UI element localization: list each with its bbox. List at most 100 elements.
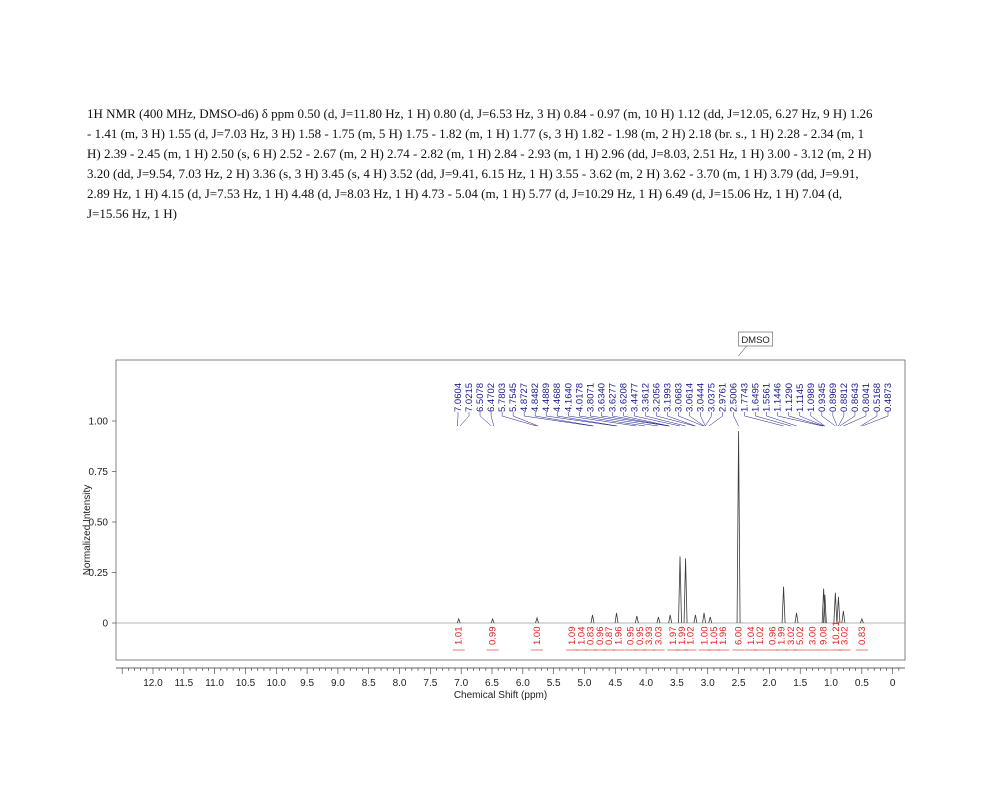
- axes: 12.0 11.5 11.0 10.5 10.0 9.5 9.0 8.5 8.0 7.5 7.0 6.…: [82, 359, 906, 701]
- peak-label: 4.0178: [574, 383, 585, 412]
- x-tick-label: 8.5: [362, 678, 376, 689]
- integration-label: 10.21: [831, 621, 842, 645]
- peak-label-leader: [700, 412, 706, 427]
- peak-label-leader: [862, 412, 889, 427]
- peak-label: 4.8727: [519, 383, 530, 412]
- integration-label: 1.00: [532, 627, 543, 646]
- peak-label-leader: [568, 412, 637, 427]
- y-tick-label: 0.50: [89, 518, 109, 529]
- integration-label: 0.96: [595, 627, 606, 646]
- integrations: 1.01 0.99 1.00 1.091.040.830.960.871.96 0.95…: [452, 621, 868, 651]
- x-tick-label: 1.0: [824, 678, 838, 689]
- peak-label: 3.4477: [629, 383, 640, 412]
- integration-label: 3.93: [644, 627, 655, 646]
- annotations: DMSO: [738, 331, 773, 357]
- integration-label: 3.03: [653, 627, 664, 646]
- peak-label: 3.0683: [674, 383, 685, 412]
- spectrum-peak: [794, 612, 799, 624]
- peak-label: 4.1640: [563, 383, 574, 412]
- peak-label: 1.1145: [795, 384, 806, 412]
- peak-label: 6.5078: [475, 383, 486, 412]
- peak-label: 3.6277: [607, 383, 618, 412]
- peak-label: 5.7545: [508, 383, 519, 412]
- peak-label: 2.5006: [729, 383, 740, 412]
- spectrum-peak: [833, 592, 838, 624]
- peak-label-leader: [799, 412, 825, 427]
- peak-label-leader: [744, 412, 784, 427]
- peak-label: 0.8812: [839, 383, 850, 412]
- peak-label: 0.8643: [850, 383, 861, 412]
- integration-label: 0.95: [635, 627, 646, 646]
- x-tick-label: 5.5: [547, 678, 561, 689]
- dmso-label: DMSO: [741, 335, 770, 346]
- peak-label-leader: [821, 412, 836, 427]
- x-tick-label: 10.0: [267, 678, 287, 689]
- spectrum-peak: [736, 431, 741, 624]
- integration-label: 5.02: [795, 627, 806, 646]
- integration-label: 0.96: [767, 627, 778, 646]
- x-tick-label: 5.0: [578, 678, 592, 689]
- peak-label-leader: [777, 412, 823, 427]
- peak-label-leader: [579, 412, 645, 427]
- peak-label: 3.0444: [696, 383, 707, 412]
- peak-label: 3.0614: [685, 383, 696, 412]
- peak-label-leader: [623, 412, 670, 427]
- peak-label: 4.4889: [541, 383, 552, 412]
- peak-label: 1.0989: [806, 383, 817, 412]
- spectrum-peak: [683, 558, 688, 624]
- peak-label-leader: [733, 412, 739, 427]
- integration-label: 3.00: [808, 627, 819, 646]
- spectrum-peak: [456, 617, 461, 624]
- peak-label-leader: [459, 412, 470, 427]
- integration-label: 1.05: [709, 627, 720, 646]
- peak-label-leader: [810, 412, 826, 427]
- peak-label: 0.8041: [861, 383, 872, 412]
- x-tick-label: 11.5: [174, 678, 193, 689]
- peak-label: 3.8071: [585, 383, 596, 412]
- y-tick-label: 0: [102, 619, 108, 630]
- integration-label: 1.04: [576, 627, 587, 646]
- integration-label: 3.02: [840, 627, 851, 646]
- peak-label: 1.6495: [751, 383, 762, 412]
- integration-label: 6.00: [734, 627, 745, 646]
- spectrum-peak: [836, 596, 841, 624]
- spectrum-peak: [702, 612, 706, 624]
- peak-label: 3.1993: [662, 383, 673, 412]
- peak-label: 1.5561: [762, 383, 773, 412]
- peak-label-leader: [556, 412, 618, 427]
- peak-label-leader: [501, 412, 537, 427]
- nmr-header-text: 1H NMR (400 MHz, DMSO-d6) δ ppm 0.50 (d,…: [87, 106, 873, 221]
- integration-label: 1.99: [677, 627, 688, 646]
- peak-label-leader: [612, 412, 669, 427]
- integration-label: 0.99: [488, 627, 499, 646]
- peak-label-leader: [645, 412, 686, 427]
- x-tick-label: 7.5: [423, 678, 437, 689]
- x-tick-label: 0: [890, 678, 896, 689]
- spectrum-peak: [859, 617, 864, 624]
- integration-label: 0.87: [604, 627, 615, 646]
- spectrum-peak: [656, 616, 661, 624]
- dmso-box: [738, 331, 773, 347]
- x-tick-label: 6.5: [485, 678, 499, 689]
- integration-label: 1.02: [685, 627, 696, 646]
- integration-label: 1.04: [746, 627, 757, 646]
- peak-label-leader: [839, 412, 856, 427]
- peak-label-leader: [788, 412, 824, 427]
- peak-label-leader: [705, 412, 712, 427]
- peak-label-leader: [479, 412, 492, 427]
- peak-label-leader: [590, 412, 658, 427]
- spectrum-peak: [708, 616, 713, 624]
- peak-label: 3.6340: [596, 383, 607, 412]
- peak-label-leader: [678, 412, 704, 427]
- x-tick-label: 8.0: [393, 678, 407, 689]
- x-tick-label: 10.5: [236, 678, 256, 689]
- peak-label: 0.5168: [872, 383, 883, 412]
- spectrum-peak: [841, 610, 846, 624]
- peak-label: 5.7803: [497, 383, 508, 412]
- peak-label-leader: [512, 412, 539, 427]
- integration-label: 1.96: [718, 627, 729, 646]
- dmso-arrow: [738, 345, 747, 357]
- spectrum-peak: [668, 614, 673, 624]
- spectrum-peak: [490, 617, 495, 624]
